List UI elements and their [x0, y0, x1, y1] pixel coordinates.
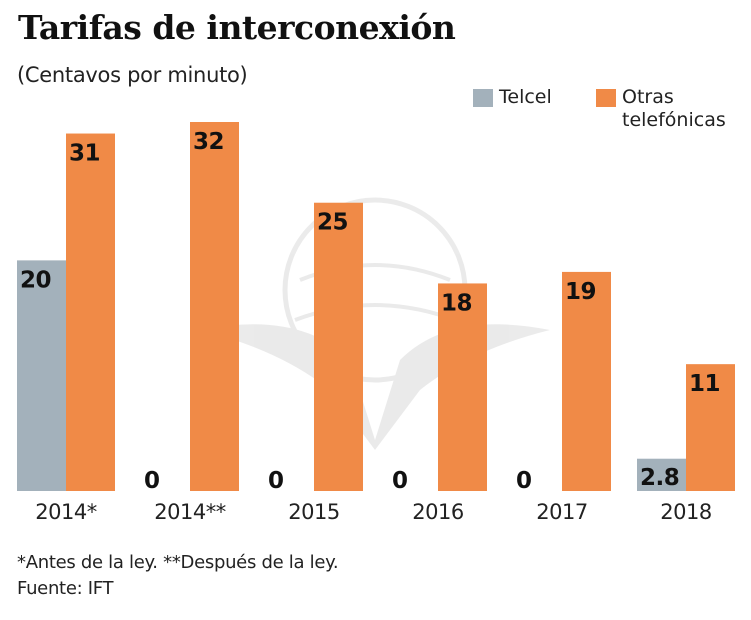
watermark-emblem: [200, 197, 550, 450]
legend-label-otras-line2: telefónicas: [622, 109, 726, 131]
bar-telcel-0: [17, 260, 66, 491]
chart-subtitle: (Centavos por minuto): [17, 63, 248, 87]
x-tick-label-2: 2015: [288, 500, 339, 524]
data-label-otras-1: 32: [193, 129, 224, 155]
x-tick-label-4: 2017: [536, 500, 587, 524]
footnote-law: *Antes de la ley. **Después de la ley.: [17, 552, 339, 573]
legend-swatch-otras: [596, 89, 616, 107]
bar-otras-0: [66, 133, 115, 491]
data-label-telcel-0: 20: [20, 267, 51, 293]
legend-label-telcel: Telcel: [499, 86, 552, 108]
data-label-telcel-1: 0: [144, 468, 160, 494]
x-tick-label-0: 2014*: [35, 500, 96, 524]
data-label-telcel-2: 0: [268, 468, 284, 494]
bar-otras-2: [314, 202, 363, 491]
chart-title: Tarifas de interconexión: [18, 8, 456, 47]
data-label-telcel-4: 0: [516, 468, 532, 494]
data-label-telcel-3: 0: [392, 468, 408, 494]
data-label-otras-2: 25: [317, 210, 348, 236]
data-label-otras-5: 11: [689, 371, 720, 397]
x-tick-label-5: 2018: [660, 500, 711, 524]
x-tick-label-3: 2016: [412, 500, 464, 524]
data-label-telcel-5: 2.8: [640, 465, 679, 491]
data-label-otras-3: 18: [441, 290, 472, 316]
legend-swatch-telcel: [473, 89, 493, 107]
legend-label-otras-line1: Otras: [622, 86, 674, 108]
footnote-source: Fuente: IFT: [17, 578, 114, 599]
bar-telcel-5: [637, 458, 686, 491]
data-label-otras-0: 31: [69, 141, 100, 167]
bar-otras-1: [190, 122, 239, 491]
x-tick-label-1: 2014**: [154, 500, 225, 524]
bar-otras-4: [562, 271, 611, 491]
bar-chart: 20 31 0 32 0 25 0 18 0 19 2.8 11 2014* 2014** 2015 201…: [17, 122, 735, 524]
data-label-otras-4: 19: [565, 279, 596, 305]
bar-otras-3: [438, 283, 487, 491]
bar-otras-5: [686, 364, 735, 491]
